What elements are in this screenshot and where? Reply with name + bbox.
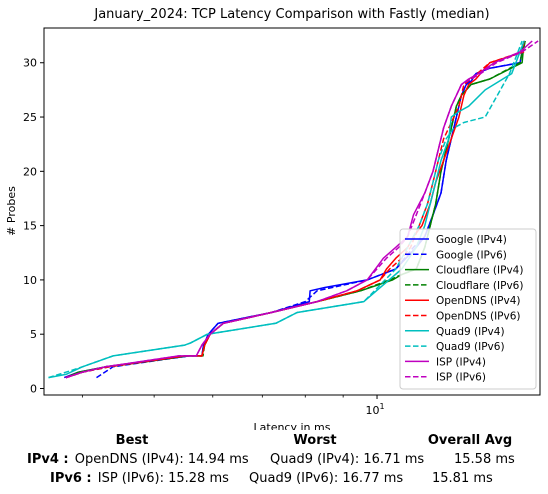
summary-row-ipv6: IPv6 : ISP (IPv6): 15.28 ms <box>50 471 229 486</box>
y-tick-label: 0 <box>30 382 37 395</box>
legend-label: OpenDNS (IPv4) <box>436 295 521 307</box>
summary-ipv6-avg: 15.81 ms <box>432 471 493 486</box>
legend-label: ISP (IPv6) <box>436 372 486 384</box>
legend-label: Cloudflare (IPv6) <box>436 280 523 292</box>
summary-row-ipv4: IPv4 : OpenDNS (IPv4): 14.94 ms <box>27 452 249 467</box>
latency-chart: January_2024: TCP Latency Comparison wit… <box>5 7 541 430</box>
summary-ipv6-best: ISP (IPv6): 15.28 ms <box>97 471 229 486</box>
summary-ipv4-best: OpenDNS (IPv4): 14.94 ms <box>74 452 249 467</box>
axis-ticks: 0 5 10 15 20 25 30 101 <box>23 57 385 417</box>
y-tick-label: 5 <box>30 328 37 341</box>
plot-frame <box>43 27 541 396</box>
y-axis-label: # Probes <box>5 186 18 236</box>
chart-title: January_2024: TCP Latency Comparison wit… <box>93 7 489 22</box>
legend-label: ISP (IPv4) <box>436 356 486 368</box>
legend-label: OpenDNS (IPv6) <box>436 311 521 323</box>
y-tick-label: 10 <box>23 274 37 287</box>
summary-worst-header: Worst <box>293 433 337 448</box>
legend-label: Quad9 (IPv6) <box>436 341 505 353</box>
y-tick-label: 20 <box>23 165 37 178</box>
y-tick-label: 25 <box>23 111 37 124</box>
latency-summary: Best Worst Overall Avg IPv4 : OpenDNS (I… <box>0 430 548 494</box>
series-line-4 <box>65 51 525 379</box>
legend-label: Google (IPv6) <box>436 249 507 261</box>
legend-label: Google (IPv4) <box>436 234 507 246</box>
summary-ipv6-label: IPv6 : <box>50 471 92 486</box>
summary-avg-header: Overall Avg <box>427 433 513 448</box>
summary-best-header: Best <box>115 433 149 448</box>
summary-ipv4-label: IPv4 : <box>27 452 69 467</box>
y-tick-label: 15 <box>23 220 37 233</box>
legend-label: Cloudflare (IPv4) <box>436 265 523 277</box>
summary-ipv4-worst: Quad9 (IPv4): 16.71 ms <box>270 452 425 467</box>
x-axis-label: Latency in ms <box>254 421 331 430</box>
summary-ipv4-avg: 15.58 ms <box>454 452 515 467</box>
summary-ipv6-worst: Quad9 (IPv6): 16.77 ms <box>249 471 404 486</box>
y-tick-label: 30 <box>23 57 37 70</box>
legend-box <box>399 228 537 390</box>
legend: Google (IPv4) Google (IPv6) Cloudflare (IP… <box>399 228 537 390</box>
legend-label: Quad9 (IPv4) <box>436 326 505 338</box>
x-tick-label: 101 <box>365 402 384 417</box>
